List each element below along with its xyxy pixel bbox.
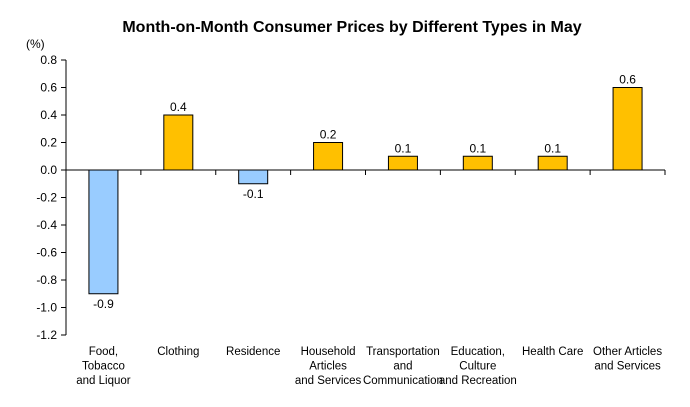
bar xyxy=(537,155,568,171)
category-label: Clothing xyxy=(157,346,199,358)
data-label: -0.9 xyxy=(93,297,114,311)
axes: -1.2 -1.0 -0.8 -0.6 -0.4 -0.2 0.0 0.2 0.4 0.6 0.8 xyxy=(36,53,666,342)
data-label: 0.1 xyxy=(395,141,412,155)
data-labels: -0.9 0.4 -0.1 0.2 0.1 0.1 0.1 0.6 xyxy=(93,73,636,311)
chart-title: Month-on-Month Consumer Prices by Differ… xyxy=(122,19,581,36)
data-label: 0.6 xyxy=(619,73,636,87)
category-label: Residence xyxy=(226,346,280,358)
data-label: -0.1 xyxy=(243,187,264,201)
y-tick-label: 0.2 xyxy=(40,136,57,150)
y-tick-label: -0.4 xyxy=(36,218,57,232)
data-label: 0.2 xyxy=(320,128,337,142)
y-tick-label: -1.2 xyxy=(36,328,57,342)
bar xyxy=(462,155,493,171)
y-tick-label: -0.2 xyxy=(36,191,57,205)
y-tick-label: -1.0 xyxy=(36,301,57,315)
bar xyxy=(387,155,418,171)
y-axis-unit: (%) xyxy=(26,37,45,51)
y-tick-label: 0.4 xyxy=(40,108,57,122)
bar xyxy=(238,169,269,185)
bars xyxy=(88,87,643,295)
y-tick-label: 0.6 xyxy=(40,81,57,95)
category-label: Other Articles and Services xyxy=(593,346,662,373)
y-tick-label: -0.8 xyxy=(36,273,57,287)
data-label: 0.1 xyxy=(469,141,486,155)
y-tick-label: 0.8 xyxy=(40,53,57,67)
bar xyxy=(163,114,194,171)
category-label: Transportation and Communication xyxy=(363,346,443,387)
bar xyxy=(612,87,643,171)
y-tick-label: 0.0 xyxy=(40,163,57,177)
bar xyxy=(313,142,344,171)
bar xyxy=(88,169,119,295)
data-label: 0.1 xyxy=(544,141,561,155)
category-label: Health Care xyxy=(522,346,583,358)
data-label: 0.4 xyxy=(170,100,187,114)
category-label: Education, Culture and Recreation xyxy=(439,346,517,387)
category-label: Food, Tobacco and Liquor xyxy=(76,346,131,387)
category-label: Household Articles and Services xyxy=(295,346,362,387)
category-labels: Food, Tobacco and Liquor Clothing Residence H… xyxy=(76,346,662,387)
y-tick-label: -0.6 xyxy=(36,246,57,260)
